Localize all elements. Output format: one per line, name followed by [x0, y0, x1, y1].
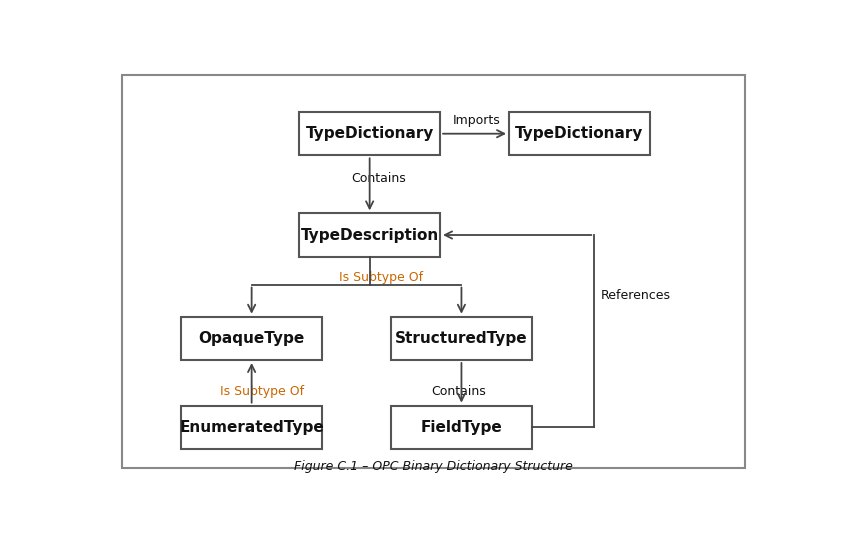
- Text: Is Subtype Of: Is Subtype Of: [338, 271, 423, 285]
- FancyBboxPatch shape: [391, 405, 532, 449]
- Text: StructuredType: StructuredType: [395, 331, 528, 346]
- Text: Contains: Contains: [352, 172, 406, 185]
- FancyBboxPatch shape: [299, 112, 440, 155]
- Text: TypeDictionary: TypeDictionary: [305, 126, 434, 141]
- Text: FieldType: FieldType: [420, 420, 503, 435]
- Text: Imports: Imports: [453, 114, 500, 127]
- FancyBboxPatch shape: [181, 405, 322, 449]
- FancyBboxPatch shape: [509, 112, 650, 155]
- Text: TypeDescription: TypeDescription: [300, 228, 439, 243]
- Text: EnumeratedType: EnumeratedType: [179, 420, 324, 435]
- Text: Is Subtype Of: Is Subtype Of: [221, 385, 305, 398]
- Text: Figure C.1 – OPC Binary Dictionary Structure: Figure C.1 – OPC Binary Dictionary Struc…: [294, 460, 573, 473]
- Text: OpaqueType: OpaqueType: [199, 331, 305, 346]
- Text: TypeDictionary: TypeDictionary: [515, 126, 644, 141]
- Text: Contains: Contains: [431, 385, 486, 398]
- FancyBboxPatch shape: [391, 317, 532, 360]
- FancyBboxPatch shape: [122, 75, 745, 468]
- FancyBboxPatch shape: [181, 317, 322, 360]
- Text: References: References: [601, 289, 671, 302]
- FancyBboxPatch shape: [299, 213, 440, 257]
